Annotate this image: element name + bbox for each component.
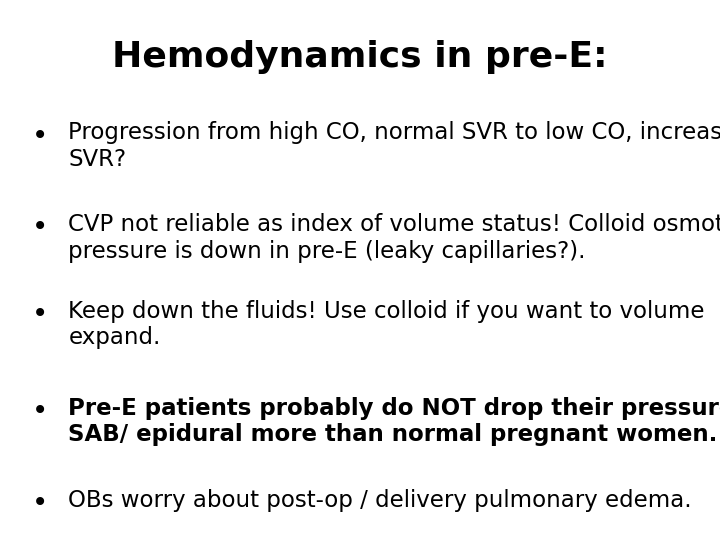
- Text: Hemodynamics in pre-E:: Hemodynamics in pre-E:: [112, 40, 608, 75]
- Text: CVP not reliable as index of volume status! Colloid osmotic
pressure is down in : CVP not reliable as index of volume stat…: [68, 213, 720, 263]
- Text: •: •: [32, 489, 48, 517]
- Text: OBs worry about post-op / delivery pulmonary edema.: OBs worry about post-op / delivery pulmo…: [68, 489, 692, 512]
- Text: •: •: [32, 213, 48, 241]
- Text: Progression from high CO, normal SVR to low CO, increased
SVR?: Progression from high CO, normal SVR to …: [68, 122, 720, 171]
- Text: •: •: [32, 300, 48, 328]
- Text: Keep down the fluids! Use colloid if you want to volume
expand.: Keep down the fluids! Use colloid if you…: [68, 300, 705, 349]
- Text: Pre-E patients probably do NOT drop their pressure with
SAB/ epidural more than : Pre-E patients probably do NOT drop thei…: [68, 397, 720, 447]
- Text: •: •: [32, 122, 48, 150]
- Text: •: •: [32, 397, 48, 425]
